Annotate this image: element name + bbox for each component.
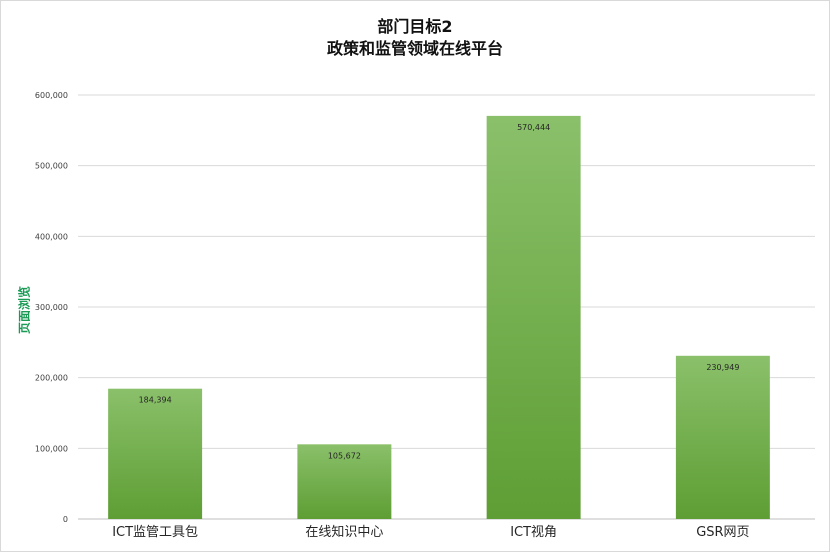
x-category-label: ICT监管工具包 xyxy=(112,525,198,540)
data-label: 184,394 xyxy=(139,396,172,405)
chart-title-block: 部门目标2 政策和监管领域在线平台 xyxy=(0,16,830,60)
data-label: 230,949 xyxy=(706,363,739,372)
chart-subtitle: 政策和监管领域在线平台 xyxy=(326,39,503,58)
bar xyxy=(297,444,392,519)
x-axis-categories: ICT监管工具包 在线知识中心 ICT视角 GSR网页 xyxy=(112,524,749,540)
y-tick-label: 600,000 xyxy=(35,91,68,100)
data-label: 570,444 xyxy=(517,123,550,132)
y-tick-label: 400,000 xyxy=(35,232,68,241)
x-category-label: ICT视角 xyxy=(510,525,557,540)
y-tick-label: 100,000 xyxy=(35,444,68,453)
bar xyxy=(108,388,203,519)
y-tick-label: 300,000 xyxy=(35,303,68,312)
bar xyxy=(486,115,581,520)
y-tick-label: 200,000 xyxy=(35,374,68,383)
x-category-label: 在线知识中心 xyxy=(305,524,383,540)
bar xyxy=(675,355,770,519)
chart-title: 部门目标2 xyxy=(377,17,453,36)
data-label: 105,672 xyxy=(328,451,361,460)
y-tick-label: 0 xyxy=(63,515,68,524)
y-tick-label: 500,000 xyxy=(35,162,68,171)
data-labels: 184,394 105,672 570,444 230,949 xyxy=(139,123,740,460)
bars xyxy=(108,115,770,520)
x-category-label: GSR网页 xyxy=(696,525,749,540)
y-axis-ticks: 0 100,000 200,000 300,000 400,000 500,000 600,… xyxy=(35,91,68,524)
